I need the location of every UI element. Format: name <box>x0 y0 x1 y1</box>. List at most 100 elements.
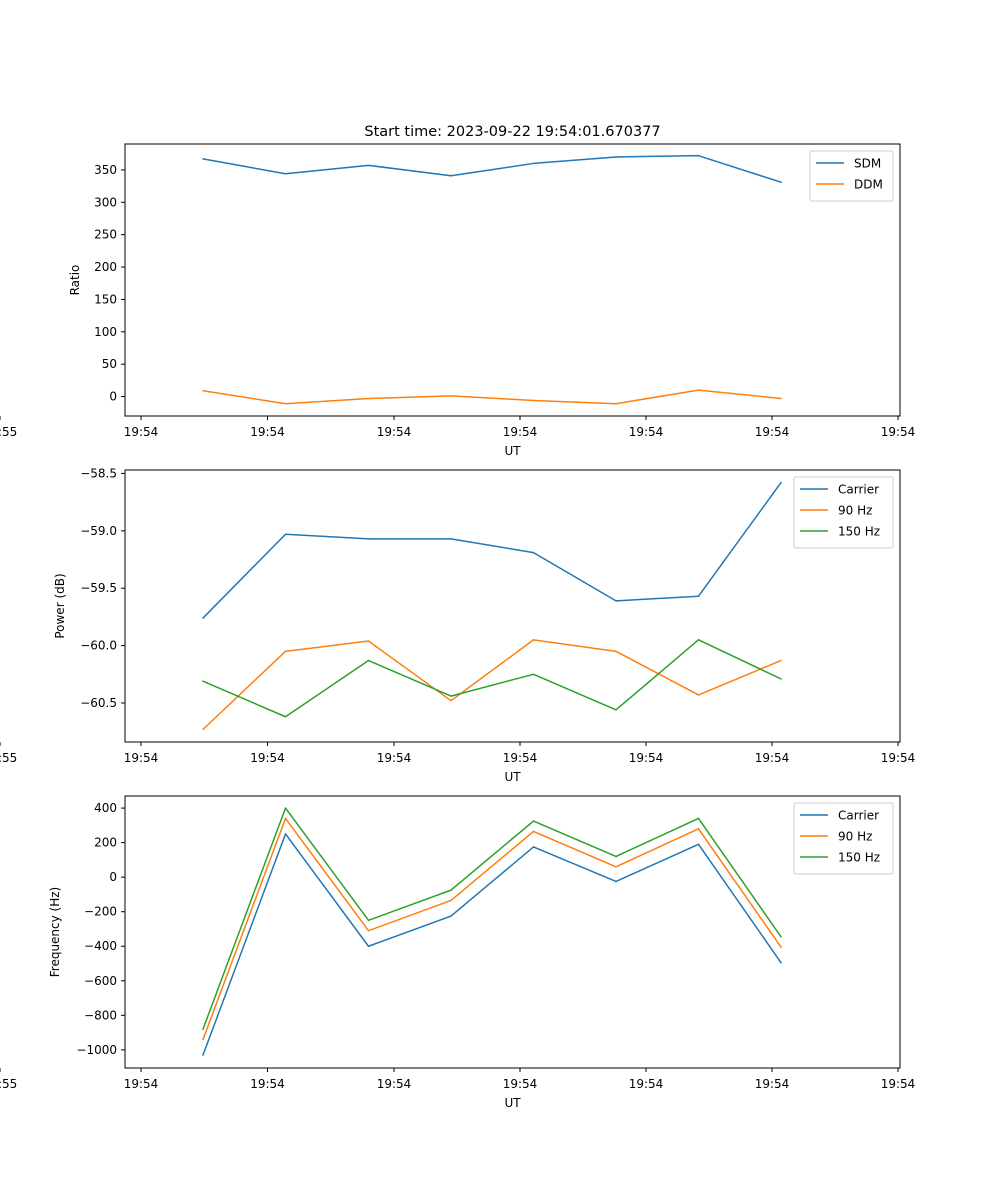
y-tick-label: 150 <box>94 292 117 306</box>
data-point <box>697 694 700 696</box>
y-tick-label: 50 <box>102 357 117 371</box>
legend-label: SDM <box>854 157 881 171</box>
legend-label: Carrier <box>838 483 879 497</box>
y-tick-label: 200 <box>94 836 117 850</box>
y-tick-label: −59.0 <box>80 524 117 538</box>
y-tick-label: 350 <box>94 163 117 177</box>
axes-frame <box>124 143 901 417</box>
x-tick-label: 19:55 <box>0 1077 17 1091</box>
data-point <box>697 817 700 820</box>
chart-title: Start time: 2023-09-22 19:54:01.670377 <box>364 124 660 140</box>
x-tick-label: 19:54 <box>503 1077 538 1091</box>
data-point <box>284 402 287 405</box>
y-tick-label: 0 <box>109 870 117 884</box>
data-point <box>202 1038 204 1041</box>
y-tick-label: −200 <box>84 905 117 919</box>
legend-label: Carrier <box>838 809 879 823</box>
data-point <box>780 481 782 484</box>
data-point <box>780 678 782 680</box>
y-tick-label: −58.5 <box>80 466 117 480</box>
x-tick-label: 19:54 <box>250 1077 285 1091</box>
chart-panel-3: 19:54 19:54 19:54 19:54 19:54 19:54 19:54 19:55… <box>0 795 915 1110</box>
x-tick-label: 19:54 <box>377 425 412 439</box>
data-point <box>697 828 700 830</box>
legend-label: DDM <box>854 178 883 192</box>
axes-frame <box>124 795 901 1069</box>
x-tick-label: 19:54 <box>881 751 916 765</box>
data-point <box>615 402 617 405</box>
series-line-carrier <box>202 833 782 1056</box>
data-point <box>284 172 287 175</box>
y-axis-label: Frequency (Hz) <box>48 887 62 978</box>
data-point <box>532 820 535 822</box>
y-tick-label: −1000 <box>76 1043 117 1057</box>
data-point <box>367 538 370 540</box>
series-line-sdm <box>202 154 782 183</box>
data-point <box>450 699 452 702</box>
data-point <box>202 1028 204 1030</box>
data-point <box>780 181 782 184</box>
y-tick-label: 250 <box>94 228 117 242</box>
y-tick-label: −800 <box>84 1008 117 1022</box>
data-point <box>615 600 617 602</box>
y-tick-label: 200 <box>94 260 117 274</box>
data-point <box>367 929 370 932</box>
data-point <box>284 833 287 835</box>
x-tick-label: 19:54 <box>124 425 159 439</box>
x-tick-label: 19:54 <box>629 751 664 765</box>
series-line-150-hz <box>202 639 782 718</box>
data-point <box>284 807 287 809</box>
data-point <box>780 961 782 964</box>
y-axis-label: Power (dB) <box>53 573 67 638</box>
data-point <box>697 595 700 598</box>
data-point <box>450 889 452 891</box>
data-point <box>450 395 452 397</box>
data-point <box>532 639 535 641</box>
data-point <box>780 935 782 938</box>
data-point <box>780 946 782 948</box>
x-tick-label: 19:54 <box>629 425 664 439</box>
x-tick-label: 19:54 <box>124 751 159 765</box>
data-point <box>367 945 370 948</box>
data-point <box>532 551 535 554</box>
data-point <box>367 640 370 642</box>
data-point <box>202 158 204 160</box>
data-point <box>532 673 535 676</box>
data-point <box>697 639 700 641</box>
legend-label: 90 Hz <box>838 830 872 844</box>
x-tick-label: 19:54 <box>124 1077 159 1091</box>
x-tick-label: 19:54 <box>503 751 538 765</box>
data-point <box>284 817 287 820</box>
legend-label: 90 Hz <box>838 504 872 518</box>
x-tick-label: 19:54 <box>881 425 916 439</box>
data-point <box>780 397 782 400</box>
data-point <box>450 695 452 697</box>
x-tick-label: 19:55 <box>0 751 17 765</box>
y-tick-label: −400 <box>84 939 117 953</box>
x-tick-label: 19:54 <box>629 1077 664 1091</box>
x-tick-label: 19:54 <box>377 751 412 765</box>
data-point <box>202 617 204 619</box>
y-tick-label: 100 <box>94 325 117 339</box>
data-point <box>615 855 617 858</box>
y-tick-label: −59.5 <box>80 581 117 595</box>
data-point <box>780 659 782 662</box>
axes-frame <box>124 469 901 743</box>
data-point <box>615 650 617 653</box>
data-point <box>202 1054 204 1056</box>
series-line-90-hz <box>202 817 782 1040</box>
data-point <box>367 164 370 167</box>
data-point <box>284 715 287 718</box>
x-tick-label: 19:54 <box>755 1077 790 1091</box>
y-tick-label: 0 <box>109 390 117 404</box>
data-point <box>697 389 700 391</box>
data-point <box>367 919 370 922</box>
series-line-ddm <box>202 389 782 405</box>
x-tick-label: 19:54 <box>377 1077 412 1091</box>
x-tick-label: 19:54 <box>755 751 790 765</box>
x-tick-label: 19:54 <box>250 425 285 439</box>
data-point <box>284 533 287 536</box>
x-tick-label: 19:54 <box>503 425 538 439</box>
legend-label: 150 Hz <box>838 525 880 539</box>
